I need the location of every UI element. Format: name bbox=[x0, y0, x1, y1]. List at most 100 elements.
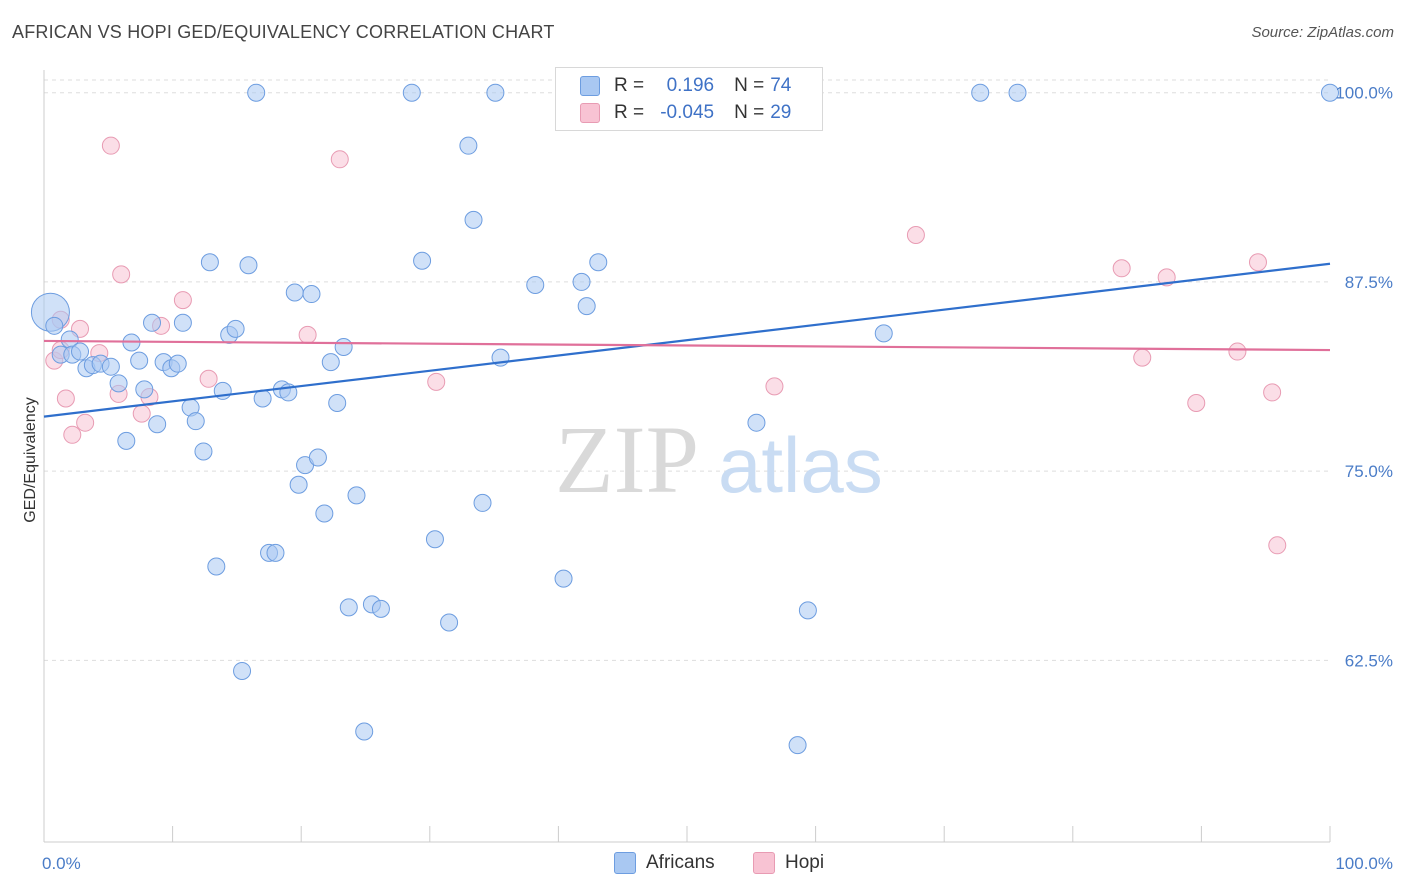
africans-point bbox=[328, 394, 347, 413]
hopi-point bbox=[298, 325, 317, 344]
hopi-point bbox=[1112, 259, 1131, 278]
africans-point bbox=[117, 431, 136, 450]
africans-point bbox=[135, 380, 154, 399]
africans-point bbox=[425, 530, 444, 549]
grid-lines bbox=[44, 79, 1330, 661]
africans-point bbox=[355, 722, 374, 741]
africans-point bbox=[45, 316, 64, 335]
africans-point bbox=[239, 256, 258, 275]
n-label: N = bbox=[734, 75, 765, 96]
hopi-legend-swatch bbox=[753, 852, 775, 874]
legend-item-hopi[interactable]: Hopi bbox=[753, 852, 824, 874]
axes bbox=[43, 70, 1331, 843]
africans-point bbox=[226, 319, 245, 338]
africans-point bbox=[173, 313, 192, 332]
africans-point bbox=[526, 275, 545, 294]
africans-point bbox=[747, 413, 766, 432]
africans-point bbox=[247, 83, 266, 102]
y-axis-label: GED/Equivalency bbox=[22, 397, 39, 522]
africans-point bbox=[109, 374, 128, 393]
y-tick-label: 87.5% bbox=[1345, 273, 1393, 292]
africans-point bbox=[200, 253, 219, 272]
africans-swatch bbox=[580, 76, 600, 96]
hopi-point bbox=[76, 413, 95, 432]
hopi-point bbox=[427, 372, 446, 391]
n-label: N = bbox=[734, 102, 765, 123]
africans-r-value: 0.196 bbox=[666, 75, 715, 96]
africans-point bbox=[285, 283, 304, 302]
africans-point bbox=[339, 598, 358, 617]
correlation-legend: R = 0.196 N = 74 R = -0.045 N = 29 bbox=[555, 67, 823, 131]
y-tick-label: 75.0% bbox=[1345, 462, 1393, 481]
hopi-trend-line bbox=[43, 339, 1331, 352]
hopi-n-value: 29 bbox=[770, 102, 792, 123]
hopi-point bbox=[1248, 253, 1267, 272]
africans-point bbox=[289, 475, 308, 494]
y-tick-label: 100.0% bbox=[1335, 84, 1393, 103]
trend-lines bbox=[43, 262, 1331, 418]
hopi-point bbox=[173, 291, 192, 310]
africans-point bbox=[302, 285, 321, 304]
watermark-zip: ZIP bbox=[555, 406, 699, 513]
africans-point bbox=[308, 448, 327, 467]
africans-points bbox=[30, 83, 1339, 755]
africans-point bbox=[143, 313, 162, 332]
africans-point bbox=[577, 297, 596, 316]
tick-labels: 100.0% 87.5% 75.0% 62.5% 0.0% 100.0% bbox=[42, 84, 1393, 873]
africans-point bbox=[207, 557, 226, 576]
hopi-point bbox=[63, 425, 82, 444]
africans-point bbox=[473, 493, 492, 512]
hopi-point bbox=[1263, 383, 1282, 402]
hopi-point bbox=[56, 389, 75, 408]
watermark-atlas: atlas bbox=[718, 421, 883, 509]
legend-row-africans: R = 0.196 N = 74 bbox=[580, 73, 791, 99]
r-label: R = bbox=[614, 75, 645, 96]
africans-point bbox=[486, 83, 505, 102]
hopi-point bbox=[906, 225, 925, 244]
africans-point bbox=[253, 389, 272, 408]
africans-point bbox=[148, 415, 167, 434]
africans-point bbox=[874, 324, 893, 343]
hopi-point bbox=[1133, 348, 1152, 367]
africans-point bbox=[371, 599, 390, 618]
africans-point bbox=[788, 736, 807, 755]
africans-trend-line bbox=[43, 262, 1331, 418]
hopi-point bbox=[112, 265, 131, 284]
africans-point bbox=[101, 357, 120, 376]
hopi-point bbox=[1187, 394, 1206, 413]
africans-point bbox=[798, 601, 817, 620]
africans-point bbox=[572, 272, 591, 291]
africans-point bbox=[971, 83, 990, 102]
africans-point bbox=[459, 136, 478, 155]
africans-point bbox=[186, 412, 205, 431]
hopi-point bbox=[199, 369, 218, 388]
africans-point bbox=[440, 613, 459, 632]
hopi-swatch bbox=[580, 103, 600, 123]
y-tick-label: 62.5% bbox=[1345, 651, 1393, 670]
hopi-r-value: -0.045 bbox=[660, 102, 715, 123]
africans-point bbox=[315, 504, 334, 523]
hopi-point bbox=[101, 136, 120, 155]
africans-point bbox=[168, 354, 187, 373]
africans-legend-swatch bbox=[614, 852, 636, 874]
hopi-point bbox=[1268, 536, 1287, 555]
africans-point bbox=[71, 342, 90, 361]
africans-point bbox=[233, 661, 252, 680]
africans-point bbox=[334, 338, 353, 357]
x-tick-label: 100.0% bbox=[1335, 854, 1393, 873]
africans-point bbox=[347, 486, 366, 505]
africans-legend-label: Africans bbox=[646, 852, 715, 873]
hopi-point bbox=[765, 377, 784, 396]
hopi-point bbox=[132, 404, 151, 423]
legend-item-africans[interactable]: Africans bbox=[614, 852, 715, 874]
r-label: R = bbox=[614, 102, 645, 123]
x-tick-label: 0.0% bbox=[42, 854, 81, 873]
africans-point bbox=[1008, 83, 1027, 102]
africans-point bbox=[589, 253, 608, 272]
africans-point bbox=[554, 569, 573, 588]
hopi-legend-label: Hopi bbox=[785, 852, 825, 873]
africans-point bbox=[130, 351, 149, 370]
africans-point bbox=[413, 251, 432, 270]
africans-point bbox=[464, 210, 483, 229]
